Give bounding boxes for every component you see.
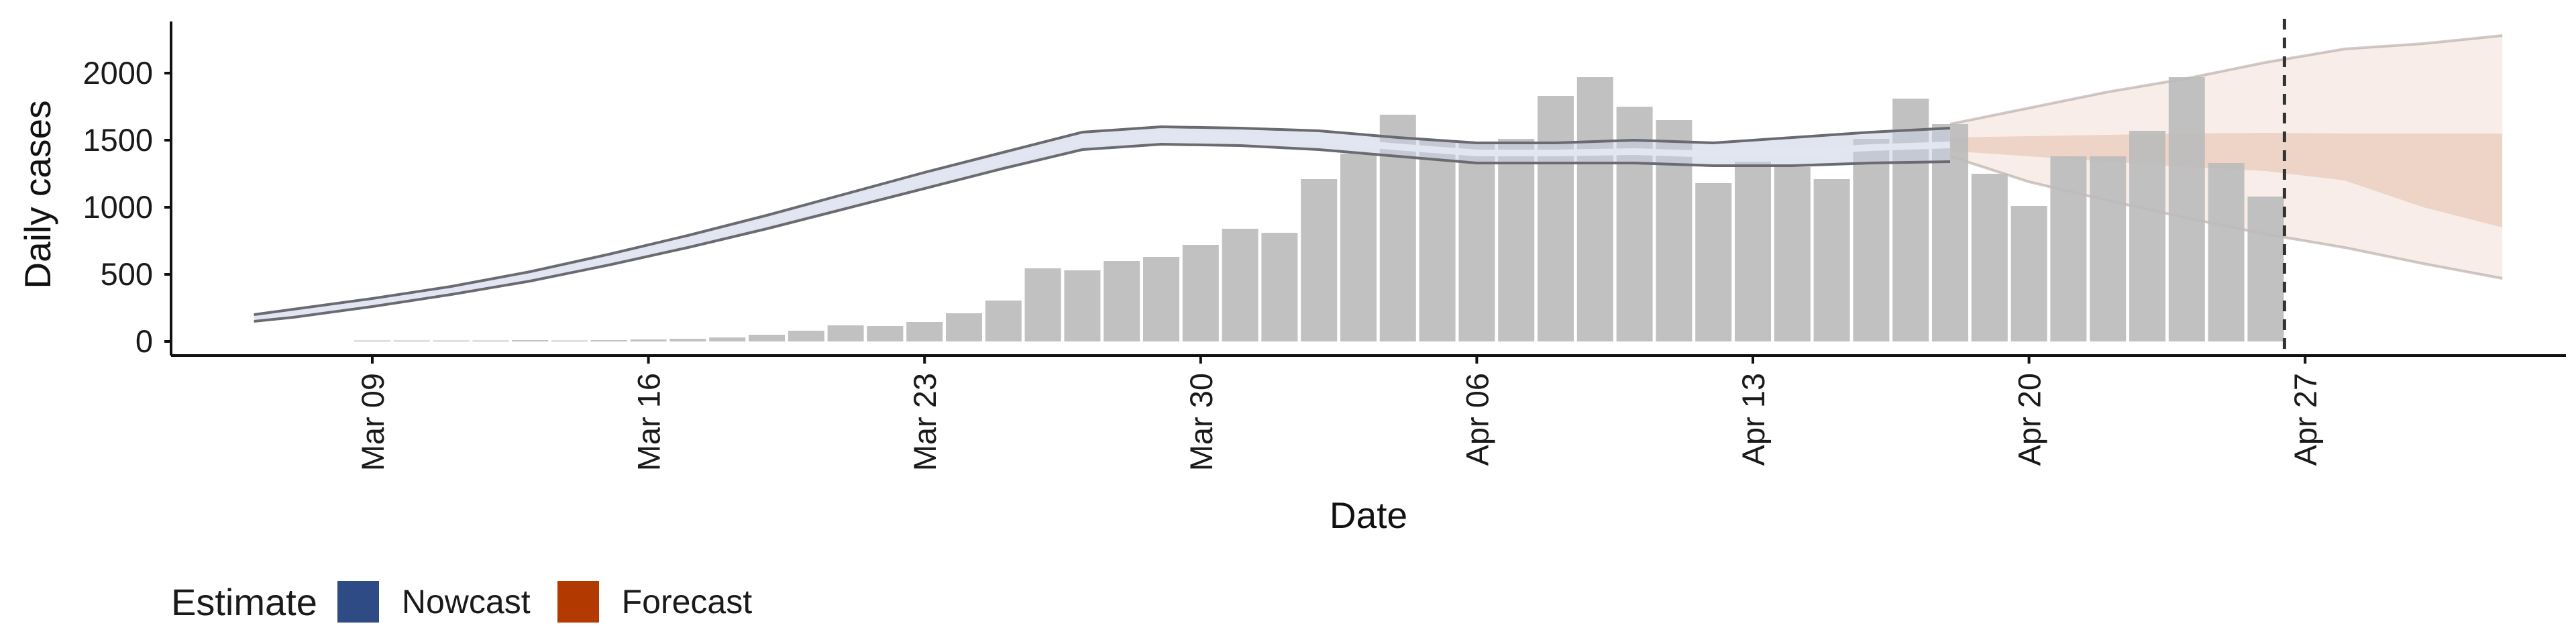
legend-item-nowcast: Nowcast [337, 581, 531, 623]
case-bar [1774, 167, 1811, 341]
x-tick-label: Apr 13 [1735, 373, 1771, 466]
case-bar [788, 331, 824, 341]
case-bar [512, 340, 549, 341]
x-tick-label: Mar 16 [631, 373, 667, 471]
legend: Estimate Nowcast Forecast [171, 578, 779, 625]
case-bar [1498, 139, 1535, 341]
case-bar [1813, 179, 1850, 341]
nowcast-band [254, 125, 1951, 323]
nowcast-lower-line [254, 142, 1951, 323]
case-bar [669, 339, 706, 341]
case-bar [590, 340, 627, 341]
legend-label-nowcast: Nowcast [401, 583, 531, 621]
y-tick-label: 500 [101, 256, 153, 292]
case-bar [906, 322, 943, 341]
case-bar [393, 340, 430, 341]
y-tick-label: 2000 [83, 55, 153, 91]
case-bar [1261, 233, 1298, 341]
legend-key-forecast [557, 581, 599, 623]
case-bar [827, 325, 864, 341]
case-bar [1538, 96, 1574, 341]
x-tick-label: Mar 23 [907, 373, 943, 471]
case-bar [1024, 268, 1061, 341]
case-bar [946, 313, 982, 341]
y-tick-label: 1500 [83, 122, 153, 158]
case-bar [1576, 77, 1613, 341]
case-bar [433, 340, 470, 341]
case-bar [551, 340, 588, 341]
case-bar [985, 301, 1022, 341]
x-tick-label: Apr 27 [2288, 373, 2323, 466]
x-tick-label: Apr 20 [2012, 373, 2047, 466]
case-bar [1340, 154, 1377, 341]
y-axis-ticks: 0 500 1000 1500 2000 [83, 55, 171, 359]
nowcast-median-line [254, 131, 1951, 321]
case-bar [1182, 245, 1219, 341]
case-bar [2129, 131, 2165, 341]
case-bars [354, 77, 2284, 341]
case-bar [1458, 143, 1495, 341]
legend-key-nowcast [337, 581, 379, 623]
case-bar [2168, 77, 2205, 341]
case-bar [472, 340, 509, 341]
case-bar [709, 337, 746, 341]
nowcast-upper-line [254, 125, 1951, 316]
nowcast-band-fill [254, 127, 1950, 321]
forecast-50-band [1950, 133, 2503, 227]
case-bar [2050, 156, 2087, 341]
case-bar [1301, 179, 1338, 341]
case-bar [867, 326, 904, 341]
case-bar [2010, 206, 2047, 341]
y-tick-label: 0 [136, 323, 153, 359]
forecast-bands [1949, 34, 2503, 280]
x-tick-label: Apr 06 [1459, 373, 1495, 466]
legend-title: Estimate [171, 580, 317, 623]
case-bar [1419, 140, 1456, 341]
case-bar [2247, 197, 2284, 341]
case-bar [1695, 183, 1732, 341]
legend-item-forecast: Forecast [557, 581, 753, 623]
y-axis-title: Daily cases [17, 100, 58, 288]
case-bar [1853, 139, 1890, 341]
x-axis-title: Date [1330, 494, 1407, 536]
case-bar [2208, 163, 2245, 341]
case-bar [630, 339, 667, 341]
case-bar [1104, 261, 1140, 341]
x-axis-ticks: Mar 09 Mar 16 Mar 23 Mar 30 Apr 06 Apr 13 Apr … [355, 356, 2323, 471]
case-bar [2090, 156, 2127, 341]
legend-label-forecast: Forecast [621, 583, 753, 621]
case-bar [749, 335, 785, 341]
case-bar [1971, 174, 2008, 341]
x-tick-label: Mar 09 [355, 373, 390, 471]
case-bar [1735, 162, 1771, 341]
case-bar [1064, 270, 1101, 341]
y-tick-label: 1000 [83, 189, 153, 225]
forecast-upper-line [1949, 34, 2503, 125]
case-bar [1143, 257, 1179, 341]
case-bar [354, 340, 390, 341]
x-tick-label: Mar 30 [1183, 373, 1219, 471]
case-bar [1222, 229, 1258, 341]
forecast-90-band [1950, 36, 2503, 278]
